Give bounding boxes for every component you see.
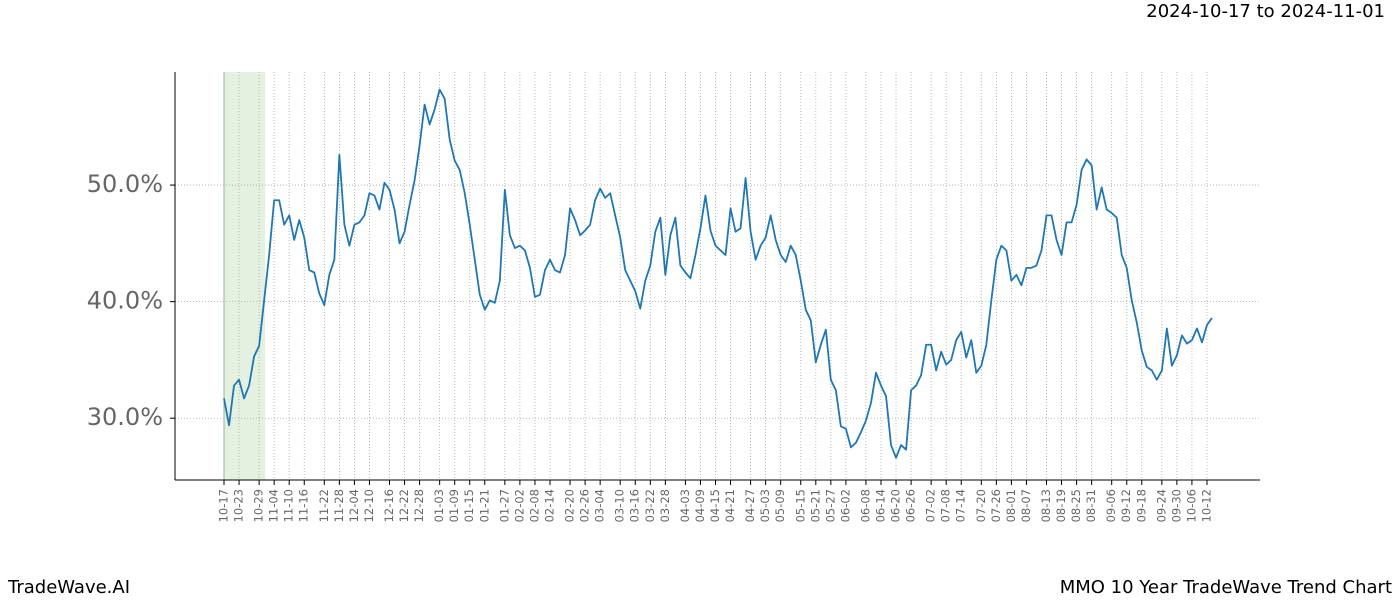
- x-tick-label: 08-19: [1054, 489, 1068, 522]
- x-tick-label: 05-27: [823, 489, 837, 522]
- x-tick-label: 07-02: [924, 489, 938, 522]
- x-tick-label: 02-26: [578, 489, 592, 522]
- x-tick-label: 05-09: [773, 489, 787, 522]
- y-tick-label: 40.0%: [87, 287, 163, 315]
- x-tick-label: 07-26: [989, 489, 1003, 522]
- x-tick-label: 01-09: [447, 489, 461, 522]
- x-tick-label: 10-23: [232, 489, 246, 522]
- x-tick-label: 04-27: [743, 489, 757, 522]
- x-tick-label: 11-04: [267, 489, 281, 522]
- x-tick-label: 12-22: [397, 489, 411, 522]
- x-tick-label: 11-22: [317, 489, 331, 522]
- x-tick-label: 10-29: [252, 489, 266, 522]
- x-tick-label: 09-30: [1169, 489, 1183, 522]
- x-tick-label: 11-16: [297, 489, 311, 522]
- x-tick-label: 12-16: [382, 489, 396, 522]
- x-tick-label: 12-04: [347, 489, 361, 522]
- y-tick-label: 30.0%: [87, 403, 163, 431]
- x-tick-label: 04-15: [708, 489, 722, 522]
- x-tick-label: 07-08: [939, 489, 953, 522]
- x-tick-label: 09-06: [1104, 489, 1118, 522]
- x-tick-label: 02-20: [563, 489, 577, 522]
- x-tick-label: 03-16: [628, 489, 642, 522]
- x-tick-label: 09-18: [1134, 489, 1148, 522]
- x-tick-label: 11-10: [282, 489, 296, 522]
- x-tick-label: 01-21: [477, 489, 491, 522]
- x-tick-label: 11-28: [332, 489, 346, 522]
- x-tick-label: 02-14: [542, 489, 556, 522]
- x-tick-label: 06-14: [873, 489, 887, 522]
- x-tick-label: 07-14: [954, 489, 968, 522]
- x-tick-label: 04-21: [723, 489, 737, 522]
- chart-title: MMO 10 Year TradeWave Trend Chart: [1060, 577, 1392, 598]
- x-tick-label: 09-24: [1154, 489, 1168, 522]
- x-tick-label: 05-21: [808, 489, 822, 522]
- x-tick-label: 08-13: [1039, 489, 1053, 522]
- x-tick-label: 06-20: [889, 489, 903, 522]
- x-tick-label: 03-22: [643, 489, 657, 522]
- x-tick-label: 06-08: [858, 489, 872, 522]
- x-tick-label: 01-03: [432, 489, 446, 522]
- x-tick-label: 07-20: [974, 489, 988, 522]
- plot-area: 10-17 10-23 10-29 11-04 11-10 11-16 11-22 11-28…: [87, 72, 1260, 522]
- x-tick-label: 06-02: [838, 489, 852, 522]
- x-tick-label: 10-17: [217, 489, 231, 522]
- x-tick-label: 12-10: [362, 489, 376, 522]
- x-tick-label: 08-07: [1019, 489, 1033, 522]
- x-tick-label: 10-06: [1184, 489, 1198, 522]
- x-tick-label: 09-12: [1119, 489, 1133, 522]
- x-tick-label: 03-04: [593, 489, 607, 522]
- x-tick-label: 06-26: [904, 489, 918, 522]
- x-tick-label: 05-03: [758, 489, 772, 522]
- x-tick-label: 04-09: [693, 489, 707, 522]
- y-tick-label: 50.0%: [87, 170, 163, 198]
- source: TradeWave.AI: [7, 577, 130, 598]
- x-tick-label: 08-25: [1069, 489, 1083, 522]
- x-tick-label: 12-28: [412, 489, 426, 522]
- x-tick-label: 02-02: [512, 489, 526, 522]
- x-tick-label: 04-03: [678, 489, 692, 522]
- x-tick-label: 08-31: [1084, 489, 1098, 522]
- x-tick-label: 01-15: [462, 489, 476, 522]
- x-tick-label: 05-15: [793, 489, 807, 522]
- chart-subtitle: 2024-10-17 to 2024-11-01: [1146, 1, 1385, 22]
- data-line: [223, 88, 1213, 459]
- x-tick-label: 03-10: [613, 489, 627, 522]
- x-tick-label: 10-12: [1199, 489, 1213, 522]
- x-tick-label: 03-28: [658, 489, 672, 522]
- x-tick-label: 02-08: [527, 489, 541, 522]
- x-tick-label: 08-01: [1004, 489, 1018, 522]
- x-tick-label: 01-27: [497, 489, 511, 522]
